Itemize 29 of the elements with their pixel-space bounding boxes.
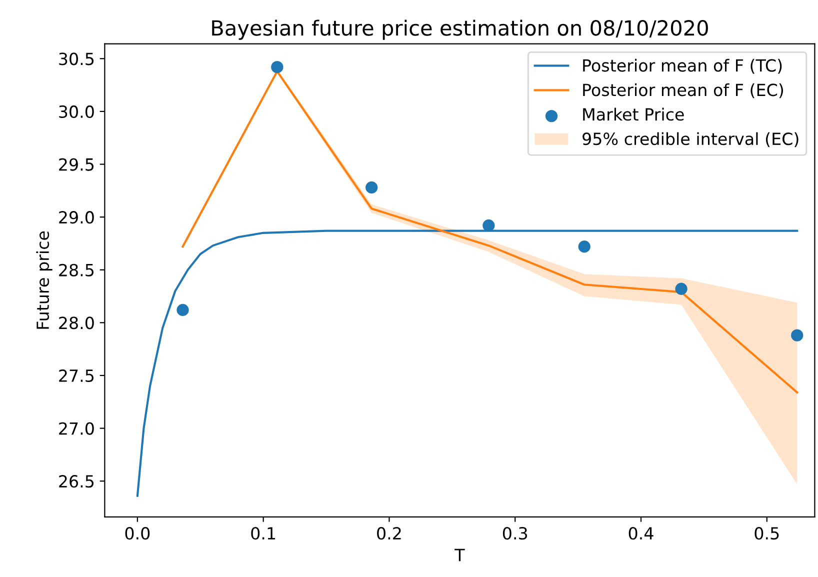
y-tick-label: 29.0 [59,211,94,224]
chart-title: Bayesian future price estimation on 08/10/2020 [212,20,708,40]
annotation: 95% credible interval (EC) [582,132,798,148]
x-tick-label: 0.3 [502,527,528,540]
point [176,304,189,316]
y-tick-label: 27.5 [59,369,94,382]
legend-label: Posterior mean of F (TC) [583,58,782,74]
point [578,240,590,253]
x-tick-label: 0.2 [377,527,401,540]
y-tick-label: 30.0 [59,105,94,118]
y-tick-label: 28.0 [59,316,94,330]
x-tick-label: 0.4 [628,527,654,540]
point [675,282,688,295]
point [366,181,378,194]
x-tick-label: 0.0 [125,527,150,540]
legend-label: Market Price [583,108,684,121]
point [271,61,284,74]
point [791,329,804,342]
x-tick-label: 0.5 [754,527,779,540]
x-tick-label: 0.1 [251,527,276,540]
y-tick-label: 26.5 [59,475,94,488]
x-axis-title: T [454,548,465,562]
y-tick-label: 30.5 [59,52,94,66]
y-axis-title: Future price [36,231,52,329]
legend-label: Posterior mean of F (EC) [583,83,783,98]
y-tick-label: 27.0 [59,422,94,435]
y-tick-label: 29.5 [59,158,94,171]
point [482,219,495,232]
y-tick-label: 28.5 [59,264,94,276]
